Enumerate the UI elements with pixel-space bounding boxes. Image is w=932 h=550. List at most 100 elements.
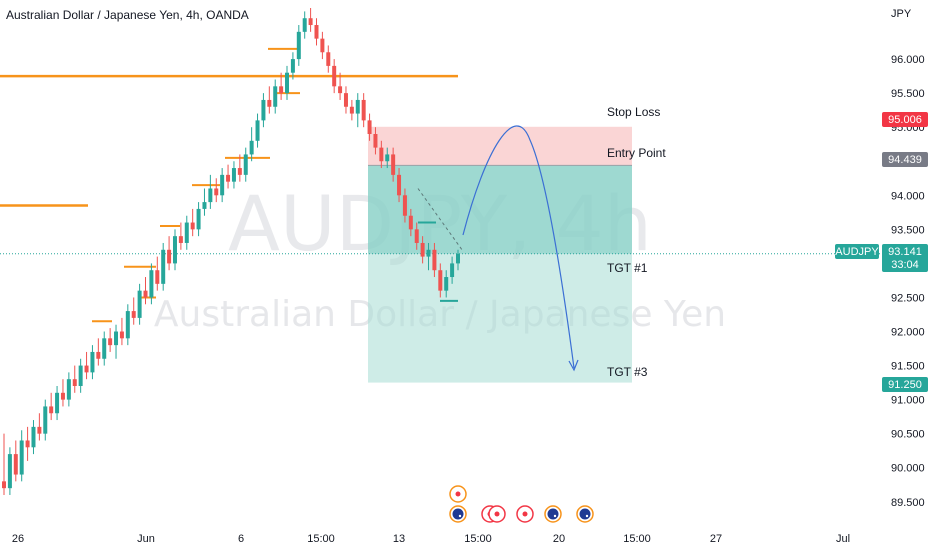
- current-price-badge: [882, 244, 928, 272]
- candle-body[interactable]: [426, 249, 431, 257]
- candle-body[interactable]: [131, 311, 136, 318]
- candle-body[interactable]: [391, 154, 396, 175]
- price-tick-label: 96.000: [891, 54, 925, 66]
- candle-body[interactable]: [2, 481, 6, 489]
- candle-body[interactable]: [414, 229, 419, 243]
- time-tick-label: 26: [12, 533, 24, 545]
- trend-dashed-line[interactable]: [417, 188, 463, 251]
- candle-body[interactable]: [290, 59, 295, 73]
- candle-body[interactable]: [78, 365, 83, 386]
- candle-body[interactable]: [255, 120, 260, 141]
- candle-body[interactable]: [161, 249, 166, 284]
- candle-body[interactable]: [55, 392, 60, 414]
- candle-body[interactable]: [367, 120, 372, 134]
- candle-body[interactable]: [308, 18, 313, 26]
- candle-body[interactable]: [261, 99, 266, 121]
- candle-body[interactable]: [267, 99, 272, 107]
- candle-body[interactable]: [7, 454, 12, 489]
- candle-body[interactable]: [243, 154, 248, 175]
- candle-body[interactable]: [190, 222, 195, 230]
- candle-body[interactable]: [420, 242, 425, 257]
- candle-body[interactable]: [208, 188, 213, 203]
- candle-body[interactable]: [296, 31, 301, 60]
- candle-body[interactable]: [444, 277, 449, 291]
- projection-path[interactable]: [462, 125, 575, 369]
- candle-body[interactable]: [373, 134, 378, 148]
- candle-body[interactable]: [43, 406, 48, 434]
- candle-body[interactable]: [285, 72, 290, 94]
- candle-body[interactable]: [96, 351, 101, 359]
- candle-body[interactable]: [231, 168, 236, 182]
- candle-body[interactable]: [237, 168, 242, 175]
- candle-body[interactable]: [31, 426, 36, 448]
- candle-body[interactable]: [37, 426, 42, 434]
- position-zones[interactable]: [0, 126, 880, 383]
- candle-body[interactable]: [438, 270, 443, 291]
- candle-body[interactable]: [326, 52, 331, 66]
- candle-body[interactable]: [49, 406, 54, 414]
- candle-body[interactable]: [25, 440, 30, 448]
- candle-body[interactable]: [155, 270, 160, 284]
- candle-body[interactable]: [320, 38, 325, 53]
- time-tick-label: 27: [710, 533, 722, 545]
- time-axis[interactable]: 26 Jun 6 15:00 13 15:00 20 15:00 27 Jul: [12, 533, 850, 545]
- candle-body[interactable]: [343, 93, 348, 107]
- candle-body[interactable]: [432, 249, 437, 271]
- time-tick-label: 15:00: [464, 533, 492, 545]
- candle-body[interactable]: [19, 440, 24, 475]
- candle-body[interactable]: [119, 331, 124, 339]
- candle-body[interactable]: [196, 208, 201, 230]
- candle-series[interactable]: [2, 8, 460, 495]
- candle-body[interactable]: [214, 188, 219, 196]
- candle-body[interactable]: [332, 65, 337, 87]
- price-tick-label: 91.000: [891, 395, 925, 407]
- candle-body[interactable]: [349, 106, 354, 114]
- profit-zone[interactable]: [368, 165, 632, 254]
- entry-point-label: Entry Point: [607, 146, 666, 160]
- candle-body[interactable]: [361, 99, 366, 121]
- candle-body[interactable]: [397, 174, 402, 196]
- candle-body[interactable]: [184, 222, 189, 243]
- candle-body[interactable]: [302, 18, 307, 32]
- economic-events[interactable]: [449, 485, 594, 523]
- candle-body[interactable]: [355, 99, 360, 114]
- candle-body[interactable]: [408, 215, 413, 230]
- candle-body[interactable]: [84, 365, 89, 373]
- price-tick-label: 92.500: [891, 292, 925, 304]
- candle-body[interactable]: [385, 154, 390, 162]
- candle-body[interactable]: [137, 290, 142, 318]
- candle-body[interactable]: [249, 140, 254, 155]
- candle-body[interactable]: [273, 86, 278, 107]
- time-tick-label: Jun: [137, 533, 155, 545]
- candle-body[interactable]: [279, 86, 284, 94]
- candle-body[interactable]: [379, 147, 384, 162]
- candle-body[interactable]: [143, 290, 148, 298]
- candle-body[interactable]: [125, 311, 130, 339]
- candle-body[interactable]: [450, 263, 455, 278]
- candle-body[interactable]: [172, 236, 177, 264]
- candle-body[interactable]: [108, 338, 113, 346]
- candle-body[interactable]: [314, 25, 319, 39]
- candle-body[interactable]: [220, 174, 225, 196]
- projection-curve[interactable]: [417, 125, 579, 372]
- candle-body[interactable]: [167, 249, 172, 264]
- candle-body[interactable]: [60, 392, 65, 400]
- currency-label: JPY: [891, 8, 912, 20]
- candle-body[interactable]: [202, 202, 207, 209]
- projection-arrowhead[interactable]: [568, 359, 579, 372]
- candle-body[interactable]: [102, 338, 107, 359]
- candle-body[interactable]: [114, 331, 119, 346]
- candle-body[interactable]: [402, 195, 407, 216]
- candle-body[interactable]: [456, 253, 460, 264]
- candle-body[interactable]: [90, 351, 95, 373]
- stop-loss-zone[interactable]: [368, 126, 632, 166]
- candle-body[interactable]: [149, 270, 154, 298]
- candle-body[interactable]: [13, 454, 18, 475]
- candle-body[interactable]: [338, 86, 343, 94]
- candle-body[interactable]: [226, 174, 231, 182]
- time-tick-label: 15:00: [623, 533, 651, 545]
- candle-body[interactable]: [66, 379, 71, 400]
- candle-body[interactable]: [178, 236, 183, 243]
- candle-body[interactable]: [72, 379, 77, 386]
